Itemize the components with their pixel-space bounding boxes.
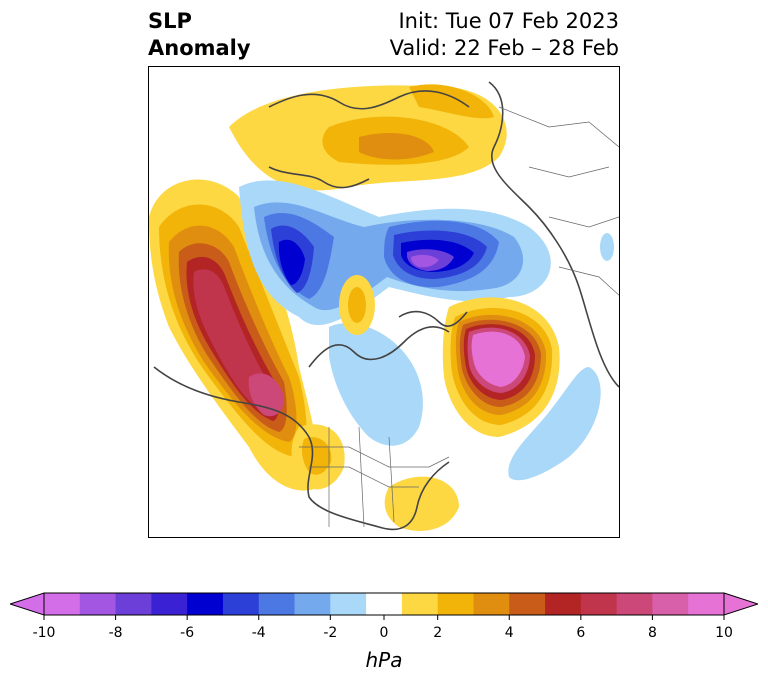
map-panel	[148, 66, 620, 538]
colorbar-bin	[222, 593, 260, 615]
init-date: Init: Tue 07 Feb 2023	[398, 9, 619, 33]
colorbar-bin	[473, 593, 510, 615]
colorbar-bin	[545, 593, 582, 615]
coastlines	[153, 81, 619, 531]
colorbar-tick-label: 0	[379, 625, 389, 641]
title-subtitle: Anomaly	[148, 36, 251, 60]
colorbar-bin	[580, 593, 618, 615]
colorbar-bin	[79, 593, 117, 615]
colorbar-bin	[688, 593, 725, 615]
colorbar-bin	[330, 593, 367, 615]
country-borders	[299, 106, 619, 528]
atlantic-high	[442, 297, 560, 437]
colorbar-unit-label: hPa	[365, 648, 403, 672]
colorbar-bin	[616, 593, 653, 615]
chart-title: SLP Anomaly	[148, 8, 251, 62]
colorbar-bin	[509, 593, 546, 615]
colorbar-tick-label: 4	[504, 625, 514, 641]
colorbar-bin	[401, 593, 439, 615]
colorbar-bin	[294, 593, 331, 615]
colorbar-tick-label: -6	[180, 625, 195, 641]
colorbar-tick-label: 8	[647, 625, 657, 641]
subtropical-positive	[384, 476, 459, 531]
colorbar-tick-label: -10	[32, 625, 56, 641]
siberian-low	[239, 180, 551, 326]
date-info: Init: Tue 07 Feb 2023 Valid: 22 Feb – 28…	[390, 8, 619, 62]
small-negative-cell	[600, 233, 614, 261]
atlantic-negative-tail	[508, 367, 601, 481]
canada-positive-core	[348, 287, 366, 323]
colorbar-bin	[115, 593, 152, 615]
north-america-negative	[329, 323, 423, 446]
colorbar-bin	[652, 593, 689, 615]
colorbar-bar	[10, 592, 758, 620]
colorbar: -10 -8 -6 -4 -2 0 2 4 6 8 10 hPa	[10, 590, 758, 680]
colorbar-bin	[187, 593, 224, 615]
valid-range: Valid: 22 Feb – 28 Feb	[389, 36, 619, 60]
colorbar-extend-low	[10, 592, 45, 616]
arctic-positive-anomaly	[229, 84, 507, 191]
colorbar-bin	[258, 593, 296, 615]
aleutian-high	[149, 179, 321, 491]
colorbar-tick-label: 2	[433, 625, 443, 641]
colorbar-tick-label: -2	[323, 625, 338, 641]
colorbar-bin	[366, 593, 403, 615]
colorbar-extend-high	[723, 592, 758, 616]
anomaly-map	[149, 81, 619, 531]
title-variable: SLP	[148, 9, 192, 33]
colorbar-bin	[151, 593, 188, 615]
colorbar-tick-label: -4	[251, 625, 266, 641]
colorbar-bin	[437, 593, 474, 615]
colorbar-tick-label: 6	[576, 625, 586, 641]
colorbar-tick-label: 10	[715, 625, 733, 641]
us-southwest-positive-core	[301, 437, 332, 475]
colorbar-tick-label: -8	[108, 625, 123, 641]
colorbar-bin	[44, 593, 81, 615]
